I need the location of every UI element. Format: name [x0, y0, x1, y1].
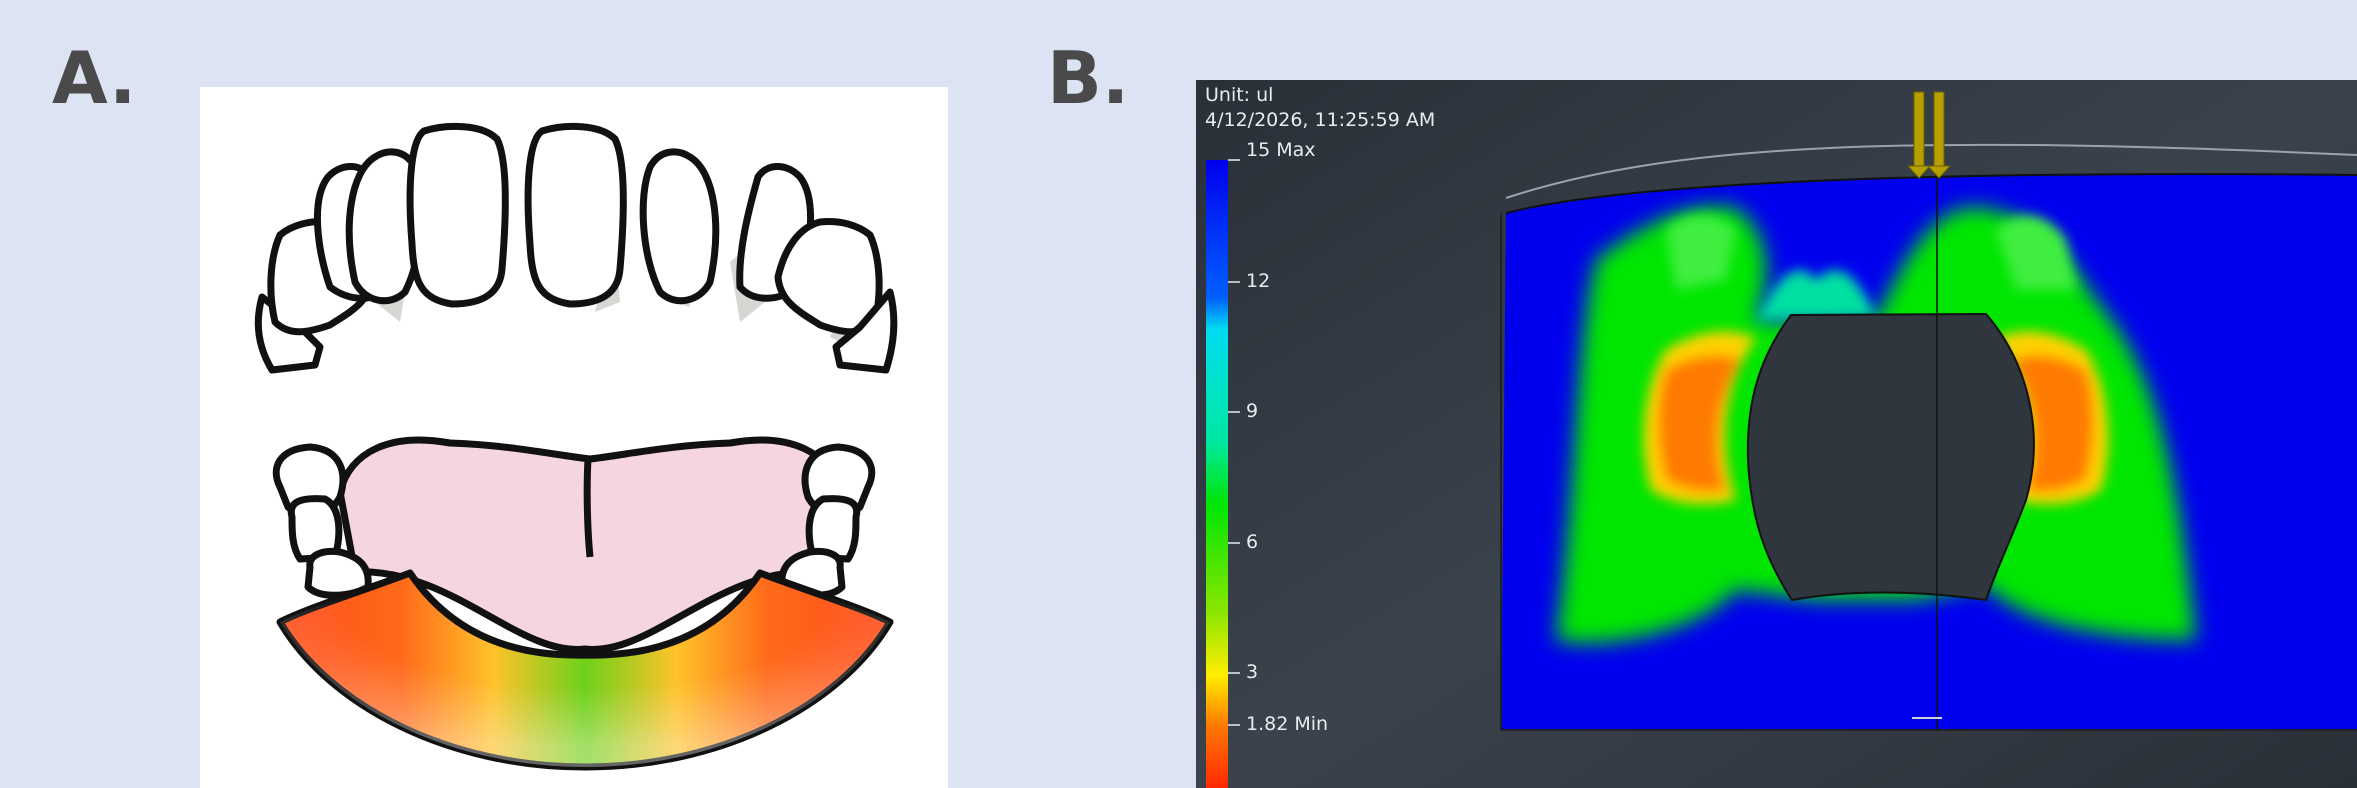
outline-arc	[1505, 143, 2357, 199]
legend-min-label: 1.82 Min	[1246, 713, 1329, 735]
legend-tick-6: 6	[1246, 531, 1259, 553]
legend-tick-3: 3	[1246, 661, 1259, 683]
fea-contour-panel: Unit: ul 4/12/2026, 11:25:59 AM 15 Max 1…	[1196, 80, 2357, 788]
panel-b-label: B.	[1047, 36, 1130, 120]
upper-right-central-incisor	[524, 123, 627, 308]
fea-body-outline	[1505, 173, 2357, 214]
upper-right-premolar	[774, 218, 883, 336]
legend-ticks	[1228, 159, 1240, 726]
unit-text: Unit: ul	[1205, 84, 1274, 106]
midline	[583, 458, 594, 558]
upper-left-central-incisor	[406, 123, 509, 308]
lower-left-molar-mid	[287, 495, 343, 563]
legend-tick-12: 12	[1246, 270, 1271, 292]
lower-arch	[272, 436, 894, 771]
load-pins	[1906, 91, 1952, 179]
upper-teeth	[254, 123, 898, 374]
upper-right-molar	[832, 288, 898, 374]
dental-illustration-panel	[200, 87, 948, 788]
legend-tick-9: 9	[1246, 400, 1259, 422]
legend-color-bar	[1206, 160, 1228, 788]
upper-right-lateral-incisor	[639, 148, 720, 305]
lower-right-molar-mid	[805, 495, 861, 563]
lower-left-premolar	[304, 547, 372, 599]
legend-max-label: 15 Max	[1246, 139, 1316, 161]
central-cutout	[1746, 312, 2035, 602]
timestamp-text: 4/12/2026, 11:25:59 AM	[1205, 109, 1436, 131]
panel-a-label: A.	[52, 36, 137, 120]
